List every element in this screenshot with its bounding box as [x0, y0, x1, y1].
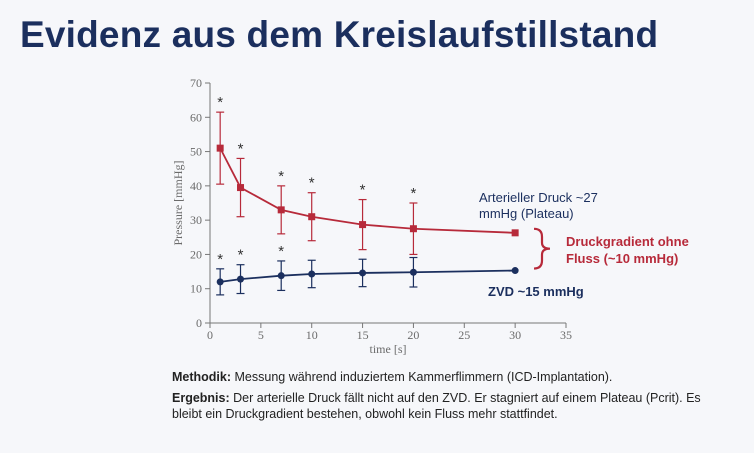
- method-label: Methodik:: [172, 370, 232, 384]
- arterial-significance-mark: *: [309, 175, 315, 192]
- arterial-point: [511, 229, 519, 237]
- zvd-significance-mark: *: [238, 247, 244, 264]
- slide-title: Evidenz aus dem Kreislaufstillstand: [20, 14, 659, 55]
- x-tick-label: 25: [458, 328, 470, 342]
- zvd-annotation: ZVD ~15 mmHg: [488, 284, 584, 299]
- zvd-point: [277, 272, 285, 280]
- zvd-significance-mark: *: [217, 251, 223, 268]
- x-tick-label: 0: [207, 328, 213, 342]
- arterial-point: [216, 144, 224, 152]
- arterial-point: [359, 221, 367, 229]
- x-tick-label: 35: [560, 328, 572, 342]
- gradient-annotation-line2: Fluss (~10 mmHg): [566, 251, 678, 266]
- y-tick-label: 0: [196, 316, 202, 330]
- zvd-series-line: [220, 269, 516, 283]
- arterial-point: [308, 213, 316, 221]
- y-tick-label: 70: [190, 76, 202, 90]
- x-tick-label: 30: [509, 328, 521, 342]
- arterial-significance-mark: *: [238, 140, 244, 157]
- zvd-significance-mark: *: [278, 243, 284, 260]
- x-tick-label: 5: [258, 328, 264, 342]
- notes-block: Methodik: Messung während induziertem Ka…: [172, 369, 732, 427]
- zvd-point: [409, 268, 417, 276]
- arterial-significance-mark: *: [278, 168, 284, 185]
- zvd-point: [216, 278, 224, 286]
- gradient-brace: [533, 227, 551, 270]
- x-tick-label: 15: [357, 328, 369, 342]
- method-text: Messung während induziertem Kammerflimme…: [231, 370, 613, 384]
- arterial-point: [237, 184, 245, 192]
- arterial-point: [409, 225, 417, 233]
- zvd-point: [237, 275, 245, 283]
- y-tick-label: 30: [190, 213, 202, 227]
- arterial-point: [277, 206, 285, 214]
- x-axis-label: time [s]: [370, 342, 407, 356]
- arterial-significance-mark: *: [360, 182, 366, 199]
- arterial-series-line: [219, 147, 516, 234]
- arterial-annotation-line2: mmHg (Plateau): [479, 206, 574, 221]
- y-tick-label: 60: [190, 110, 202, 124]
- arterial-annotation-line1: Arterieller Druck ~27: [479, 190, 598, 205]
- x-tick-label: 20: [407, 328, 419, 342]
- zvd-point: [359, 269, 367, 277]
- x-tick-label: 10: [306, 328, 318, 342]
- result-note: Ergebnis: Der arterielle Druck fällt nic…: [172, 390, 732, 422]
- zvd-point: [308, 270, 316, 278]
- zvd-point: [511, 267, 519, 275]
- gradient-annotation-line1: Druckgradient ohne: [566, 234, 689, 249]
- result-text: Der arterielle Druck fällt nicht auf den…: [172, 391, 701, 421]
- y-axis-label: Pressure [mmHg]: [171, 161, 185, 246]
- y-tick-label: 10: [190, 282, 202, 296]
- method-note: Methodik: Messung während induziertem Ka…: [172, 369, 732, 385]
- y-tick-label: 40: [190, 179, 202, 193]
- result-label: Ergebnis:: [172, 391, 230, 405]
- arterial-significance-mark: *: [217, 94, 223, 111]
- y-tick-label: 20: [190, 247, 202, 261]
- arterial-significance-mark: *: [411, 185, 417, 202]
- y-tick-label: 50: [190, 145, 202, 159]
